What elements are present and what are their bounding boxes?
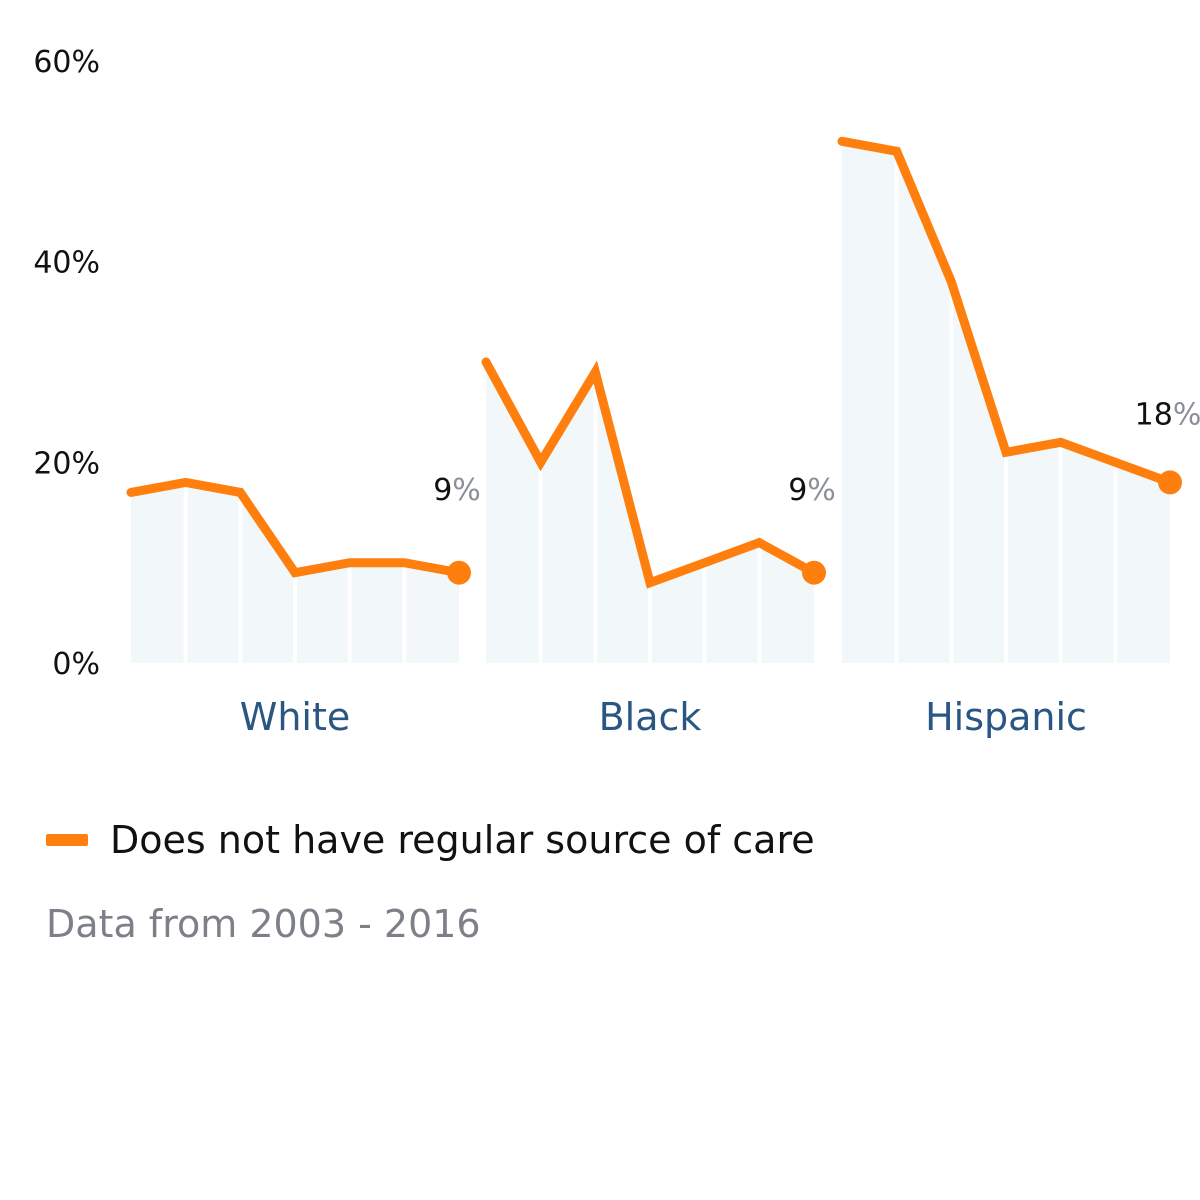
end-value-number: 18 xyxy=(1135,397,1173,432)
chart: 0% 20% 40% 60% 9% White 9% Black 18% Hispanic xyxy=(33,45,1200,739)
series-line xyxy=(481,357,819,589)
end-value-unit: % xyxy=(452,473,481,508)
label-halo xyxy=(1128,373,1200,458)
label-halo xyxy=(772,449,856,533)
end-value-label: 18% xyxy=(1135,397,1200,432)
y-tick-label: 60% xyxy=(33,45,100,80)
chart-panels: 9% White 9% Black 18% Hispanic xyxy=(126,136,1200,739)
end-marker xyxy=(802,560,826,585)
end-value-number: 9 xyxy=(788,473,807,508)
y-tick-label: 0% xyxy=(52,647,100,682)
data-note: Data from 2003 - 2016 xyxy=(46,902,481,946)
series-line xyxy=(126,477,464,578)
panel-hispanic: 18% Hispanic xyxy=(837,136,1200,739)
category-label: White xyxy=(240,695,351,739)
end-value-unit: % xyxy=(1173,397,1200,432)
label-halo xyxy=(417,449,501,533)
area-fill xyxy=(842,141,1170,664)
series-line xyxy=(837,136,1175,487)
legend-label: Does not have regular source of care xyxy=(110,818,815,862)
end-marker xyxy=(447,560,471,585)
y-tick-label: 40% xyxy=(33,246,100,281)
y-tick-label: 20% xyxy=(33,446,100,481)
end-marker xyxy=(1158,470,1182,495)
end-value-number: 9 xyxy=(433,473,452,508)
category-label: Black xyxy=(599,695,702,739)
category-label: Hispanic xyxy=(925,695,1087,739)
y-axis: 0% 20% 40% 60% xyxy=(33,45,100,682)
legend-swatch xyxy=(46,834,88,846)
area-fill xyxy=(486,362,814,663)
end-value-label: 9% xyxy=(433,473,481,508)
end-value-label: 9% xyxy=(788,473,836,508)
end-value-unit: % xyxy=(807,473,836,508)
panel-black: 9% Black xyxy=(481,357,856,739)
panel-white: 9% White xyxy=(126,449,501,739)
legend: Does not have regular source of care xyxy=(46,818,815,862)
